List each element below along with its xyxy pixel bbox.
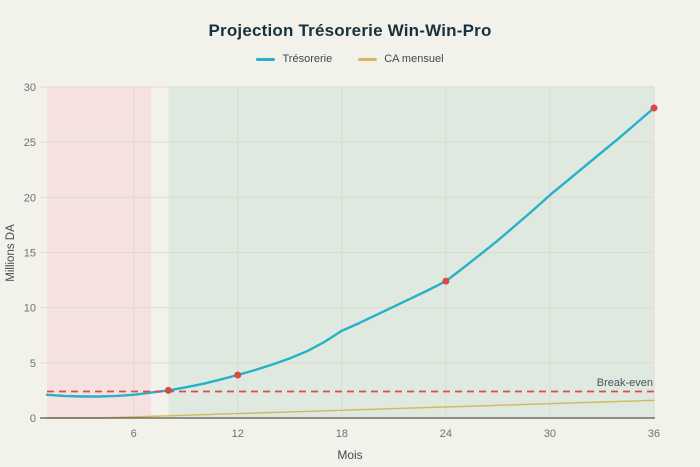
- legend-item-ca-mensuel: CA mensuel: [358, 53, 444, 65]
- ca-mensuel-line: [46, 399, 655, 419]
- marker-dot-month-36: [650, 104, 658, 112]
- y-tick-label-25: 25: [24, 137, 36, 149]
- chart-title: Projection Trésorerie Win-Win-Pro: [208, 21, 492, 40]
- y-tick-label-10: 10: [24, 303, 36, 315]
- y-tick-label-15: 15: [24, 248, 36, 260]
- marker-dot-month-8: [164, 386, 172, 394]
- x-tick-label-24: 24: [440, 428, 452, 440]
- y-tick-label-20: 20: [24, 192, 36, 204]
- tick-labels: 0 5 10 15 20 25 30 6 12 18 24 30 36: [24, 82, 660, 440]
- x-tick-label-36: 36: [648, 428, 660, 440]
- legend-item-tresorerie: Trésorerie: [256, 53, 332, 65]
- legend: Trésorerie CA mensuel: [0, 53, 700, 65]
- tresorerie-line: [45, 106, 656, 398]
- ca-mensuel-legend-label: CA mensuel: [384, 53, 444, 65]
- tresorerie-legend-label: Trésorerie: [282, 53, 333, 65]
- x-tick-label-30: 30: [544, 428, 556, 440]
- x-tick-label-18: 18: [336, 428, 348, 440]
- y-axis-title: Millions DA: [5, 224, 17, 282]
- y-tick-label-30: 30: [24, 82, 36, 94]
- x-tick-label-6: 6: [131, 428, 137, 440]
- series-lines: [45, 106, 656, 419]
- y-tick-label-0: 0: [30, 413, 36, 425]
- x-tick-label-12: 12: [232, 428, 244, 440]
- tresorerie-markers: [164, 104, 658, 394]
- x-axis-title: Mois: [337, 448, 362, 462]
- ca-mensuel-line-swatch: [358, 57, 378, 61]
- marker-dot-month-24: [442, 277, 450, 285]
- grid-lines: [40, 86, 655, 418]
- y-tick-label-5: 5: [30, 358, 36, 370]
- marker-dot-month-12: [234, 371, 242, 379]
- tresorerie-line-swatch: [256, 57, 276, 61]
- breakeven-label: Break-even: [597, 377, 653, 389]
